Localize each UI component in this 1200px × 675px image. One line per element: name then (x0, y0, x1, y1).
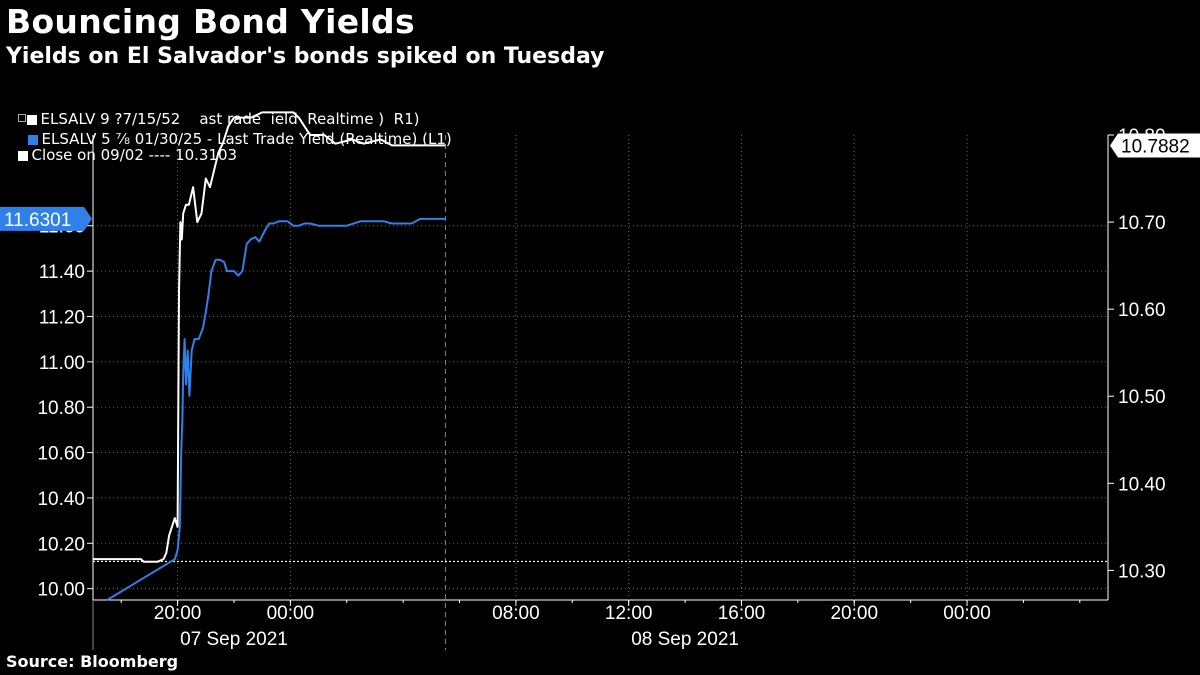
left-tick-label: 11.40 (39, 262, 85, 283)
left-tick-label: 10.60 (37, 444, 85, 465)
legend-row-2: ELSALV 5 ⅞ 01/30/25 - Last Trade Yield (… (18, 112, 452, 148)
left-tick-label: 11.20 (39, 307, 85, 328)
x-tick-label: 16:00 (718, 603, 766, 624)
x-tick-label: 00:00 (267, 603, 315, 624)
source-note: Source: Bloomberg (6, 652, 179, 671)
right-tick-label: 10.60 (1118, 300, 1166, 321)
x-date-label: 07 Sep 2021 (180, 629, 288, 650)
x-tick-label: 20:00 (154, 603, 202, 624)
chart-subtitle: Yields on El Salvador's bonds spiked on … (6, 44, 605, 69)
left-tick-label: 10.80 (37, 398, 85, 419)
x-tick-label: 20:00 (830, 603, 878, 624)
white-series-line (93, 111, 446, 563)
right-last-value-label: 10.7882 (1121, 136, 1190, 157)
left-tick-label: 10.00 (37, 580, 85, 601)
blue-series-line (106, 217, 446, 601)
left-last-value-flag (0, 206, 92, 231)
x-tick-label: 12:00 (605, 603, 653, 624)
right-tick-label: 10.40 (1118, 474, 1166, 495)
legend-row-1: ELSALV 9 ?7/15/52 ast rade ield Realtime… (8, 92, 419, 164)
x-tick-label: 08:00 (492, 603, 540, 624)
legend-swatch-blue-series (27, 135, 38, 145)
left-tick-label: 10.20 (37, 534, 85, 555)
right-tick-label: 10.50 (1118, 387, 1166, 408)
legend-marker-icon (17, 114, 26, 122)
legend-close-reference-label: Close on 09/02 ---- 10.3103 (31, 146, 238, 164)
x-date-label: 08 Sep 2021 (631, 629, 739, 650)
right-tick-label: 10.70 (1118, 213, 1166, 234)
right-tick-label: 10.30 (1118, 561, 1166, 582)
left-last-value-label: 11.6301 (4, 210, 71, 231)
chart-title: Bouncing Bond Yields (6, 2, 415, 41)
right-last-value-flag (1110, 133, 1200, 158)
x-tick-label: 00:00 (943, 603, 991, 624)
legend-swatch-close-reference (17, 151, 28, 161)
legend-white-series-label: ELSALV 9 ?7/15/52 ast rade ield Realtime… (40, 110, 420, 128)
left-tick-label: 11.00 (39, 353, 85, 374)
left-tick-label: 10.40 (37, 489, 85, 510)
legend-swatch-white-series (26, 115, 37, 125)
legend-blue-series-label: ELSALV 5 ⅞ 01/30/25 - Last Trade Yield (… (41, 130, 452, 148)
